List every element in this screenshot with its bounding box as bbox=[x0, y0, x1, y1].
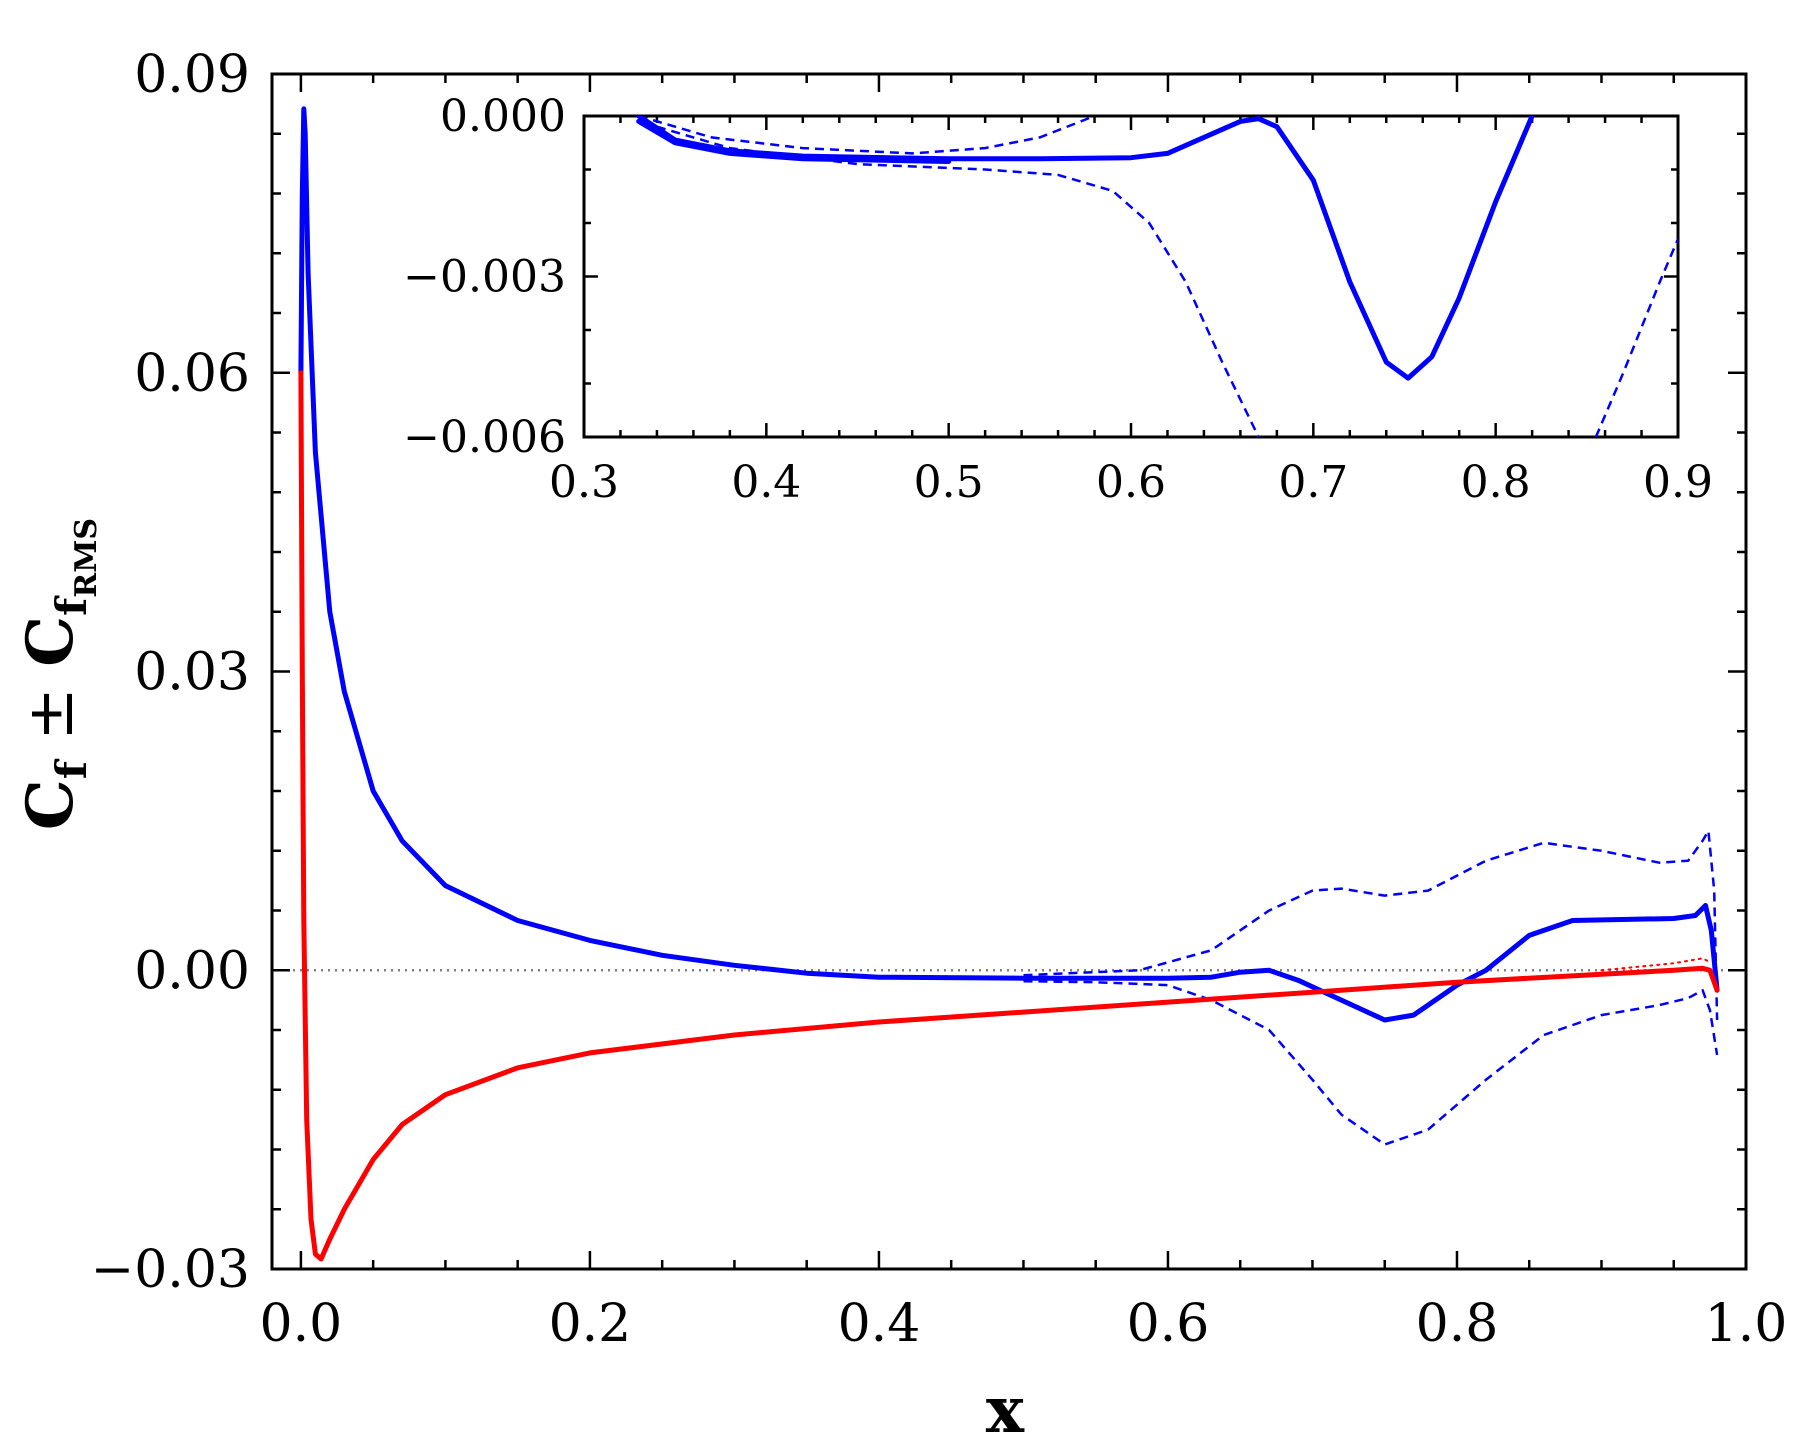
inset-plot: 0.3 0.4 0.5 0.6 0.7 0.8 0.9 0.000 −0.003 −0.006 bbox=[403, 91, 1713, 508]
series-line-dashed-2 bbox=[1023, 979, 1719, 1146]
series-line-solid-3 bbox=[298, 370, 1720, 1262]
y-axis-title-c2: C bbox=[13, 616, 88, 667]
main-series-group bbox=[298, 106, 1720, 1262]
x-tick-label: 0.8 bbox=[1461, 457, 1531, 508]
main-y-tick-labels: −0.03 0.00 0.03 0.06 0.09 bbox=[91, 45, 250, 1300]
series-line-dotted-4 bbox=[1600, 957, 1711, 972]
inset-x-tick-labels: 0.3 0.4 0.5 0.6 0.7 0.8 0.9 bbox=[549, 457, 1713, 508]
y-tick-label: 0.00 bbox=[134, 941, 250, 1001]
x-tick-label: 0.7 bbox=[1278, 457, 1348, 508]
x-tick-label: 0.9 bbox=[1643, 457, 1713, 508]
x-axis-title: x bbox=[986, 1373, 1025, 1440]
series-line-dashed-2 bbox=[638, 116, 1095, 155]
inset-series-group bbox=[636, 116, 1678, 437]
inset-axis-ticks bbox=[582, 114, 1680, 439]
y-tick-label: −0.006 bbox=[403, 412, 566, 463]
y-tick-label: 0.03 bbox=[134, 643, 250, 703]
x-tick-label: 0.8 bbox=[1416, 1294, 1499, 1354]
y-axis-title-f2: f bbox=[47, 595, 96, 616]
series-line-solid-1 bbox=[636, 118, 952, 164]
y-axis-title-rms: RMS bbox=[69, 518, 104, 598]
main-x-tick-labels: 0.0 0.2 0.4 0.6 0.8 1.0 bbox=[260, 1294, 1788, 1354]
series-line-solid-0 bbox=[636, 116, 1535, 381]
x-tick-label: 0.4 bbox=[838, 1294, 921, 1354]
y-axis-title-c1: C bbox=[13, 779, 88, 830]
inset-y-tick-labels: 0.000 −0.003 −0.006 bbox=[403, 91, 566, 463]
y-tick-label: 0.000 bbox=[440, 91, 566, 142]
y-tick-label: −0.03 bbox=[91, 1240, 250, 1300]
main-plot: 0.0 0.2 0.4 0.6 0.8 1.0 −0.03 0.00 0.03 0.06 0.09… bbox=[13, 45, 1787, 1440]
series-line-dashed-3 bbox=[656, 125, 1260, 437]
series-line-dashed-4 bbox=[1594, 238, 1678, 437]
inset-background bbox=[584, 116, 1678, 437]
series-line-solid-0 bbox=[298, 106, 1720, 1023]
main-axis-ticks bbox=[272, 72, 1748, 1271]
y-axis-title: Cf ± CfRMS bbox=[13, 518, 104, 830]
y-tick-label: 0.09 bbox=[134, 45, 250, 105]
x-tick-label: 0.0 bbox=[260, 1294, 343, 1354]
x-tick-label: 0.6 bbox=[1127, 1294, 1210, 1354]
y-axis-title-f1: f bbox=[47, 758, 96, 779]
x-tick-label: 0.4 bbox=[731, 457, 801, 508]
series-line-dashed-1 bbox=[1023, 829, 1719, 1021]
x-tick-label: 1.0 bbox=[1705, 1294, 1788, 1354]
y-tick-label: 0.06 bbox=[134, 344, 250, 404]
x-tick-label: 0.3 bbox=[549, 457, 619, 508]
y-tick-label: −0.003 bbox=[403, 252, 566, 303]
x-tick-label: 0.5 bbox=[914, 457, 984, 508]
y-axis-title-pm: ± bbox=[14, 667, 88, 761]
x-tick-label: 0.2 bbox=[549, 1294, 632, 1354]
x-tick-label: 0.6 bbox=[1096, 457, 1166, 508]
